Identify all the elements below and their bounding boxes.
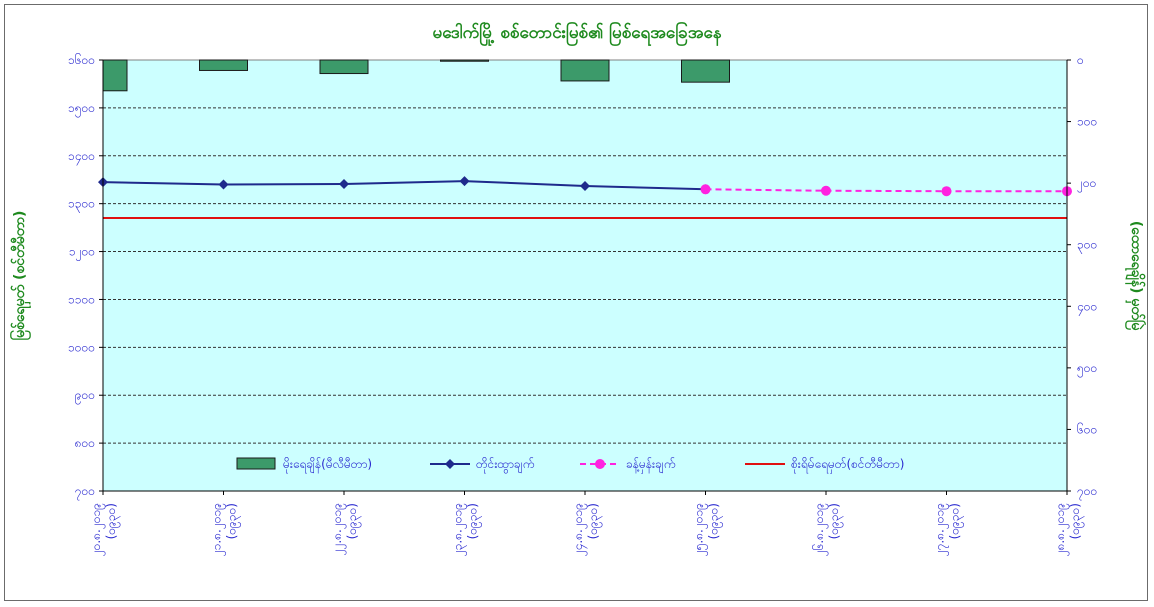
y2-tick-label: ၆၀၀ xyxy=(1077,421,1097,436)
y-tick-label: ၁၀၀၀ xyxy=(68,340,95,354)
legend: မိုးရေချိန်(မီလီမီတာ) တိုင်းထွာချက် ခန့်မှ… xyxy=(236,456,904,474)
observed-point xyxy=(459,176,470,187)
y2-axis-label: (ထောရေချိန်) မှတ်မြဲ xyxy=(1125,221,1145,332)
legend-label: တိုင်းထွာချက် xyxy=(476,456,534,474)
gridlines xyxy=(103,107,1067,444)
x-tick-time: (၀၉၃၀) xyxy=(586,503,603,539)
rainfall-bars xyxy=(102,59,730,92)
rainfall-bar xyxy=(319,59,369,75)
y2-tick-label: ၄၀၀ xyxy=(1077,299,1097,316)
rainfall-bar xyxy=(199,59,248,71)
x-tick-time: (၀၉၃၀) xyxy=(225,503,242,539)
forecast-line xyxy=(705,188,1067,193)
x-tick-time: (၀၉၃၀) xyxy=(707,503,724,539)
y2-tick-label: ၇၀၀ xyxy=(1077,484,1097,501)
rainfall-bar xyxy=(102,59,128,92)
x-tick-label: ၂၁.၈.၂၀၁၉ (၀၉၃၀) xyxy=(210,503,242,556)
x-tick-date: ၂၃.၈.၂၀၁၉ xyxy=(451,503,468,556)
x-tick-date: ၂၇.၈.၂၀၁၉ xyxy=(933,503,950,556)
x-tick-label: ၂၇.၈.၂၀၁၉ (၀၉၃၀) xyxy=(933,503,965,556)
x-tick-date: ၂၁.၈.၂၀၁၉ xyxy=(210,503,227,556)
legend-swatch-rainfall xyxy=(236,457,276,470)
legend-label: မိုးရေချိန်(မီလီမီတာ) xyxy=(283,456,372,474)
water-level-lines xyxy=(98,176,1072,197)
legend-marker-observed xyxy=(445,459,455,469)
observed-line xyxy=(102,180,706,191)
x-tick-date: ၂၆.၈.၂၀၁၉ xyxy=(811,503,829,556)
chart-title: မဒေါက်မြို့ စစ်တောင်းမြစ်၏ မြစ်ရေအခြေအနေ xyxy=(433,20,722,47)
x-tick-time: (၀၉၃၀) xyxy=(104,503,121,539)
y2-tick-label: ၃၀၀ xyxy=(1077,238,1097,255)
forecast-point xyxy=(821,185,831,196)
x-tick-date: ၂၈.၈.၂၀၁၉ xyxy=(1053,503,1070,556)
x-tick-label: ၂၂.၈.၂၀၁၉ (၀၉၃၀) xyxy=(330,503,362,555)
x-tick-time: (၀၉၃၀) xyxy=(345,503,362,539)
y2-tick-label: ၂၀၀ xyxy=(1077,176,1096,193)
rainfall-bar xyxy=(560,59,610,82)
rainfall-bar xyxy=(681,59,730,83)
y-tick-label: ၉၀၀ xyxy=(75,388,95,405)
x-tick-date: ၂၀.၈.၂၀၁၉ xyxy=(89,503,106,556)
y2-tick-label: ၅၀၀ xyxy=(1077,361,1097,378)
y-tick-label: ၁၃၀၀ xyxy=(68,197,95,214)
x-tick-time: (၀၉၃၀) xyxy=(948,503,965,539)
x-tick-date: ၂၅.၈.၂၀၁၉ xyxy=(692,503,709,556)
y-tick-label: ၁၄၀၀ xyxy=(68,149,95,166)
x-tick-label: ၂၃.၈.၂၀၁၉ (၀၉၃၀) xyxy=(451,503,483,556)
x-tick-label: ၂၈.၈.၂၀၁၉ (၀၉၃၀) xyxy=(1053,503,1085,556)
y2-tick-label: ၁၀၀ xyxy=(1077,115,1097,129)
observed-point xyxy=(580,180,590,191)
forecast-point xyxy=(700,184,711,195)
x-tick-label: ၂၄.၈.၂၀၁၉ (၀၉၃၀) xyxy=(571,503,603,556)
x-tick-label: ၂၀.၈.၂၀၁၉ (၀၉၃၀) xyxy=(89,503,121,556)
observed-point xyxy=(339,179,349,190)
plot-area xyxy=(102,59,1068,492)
forecast-point xyxy=(941,186,952,197)
x-tick-date: ၂၄.၈.၂၀၁၉ xyxy=(571,503,588,556)
y-tick-label: ၁၅၀၀ xyxy=(68,101,95,118)
x-tick-label: ၂၆.၈.၂၀၁၉ (၀၉၃၀) xyxy=(811,503,844,556)
y-tick-label: ၈၀၀ xyxy=(75,436,95,450)
x-tick-time: (၀၉၃၀) xyxy=(827,503,844,539)
y-tick-label: ၁၂၀၀ xyxy=(69,245,95,262)
x-tick-time: (၀၉၃၀) xyxy=(466,503,483,539)
y-axis-label: မြစ်ရေမှတ် (စင်တီမီတာ) xyxy=(10,211,31,341)
y-tick-label: ၁၁၀၀ xyxy=(68,292,95,306)
legend-label: ခန့်မှန်းချက် xyxy=(626,456,675,474)
x-tick-label: ၂၅.၈.၂၀၁၉ (၀၉၃၀) xyxy=(692,503,724,556)
rainfall-bar xyxy=(440,59,489,62)
x-tick-date: ၂၂.၈.၂၀၁၉ xyxy=(330,503,347,555)
legend-marker-forecast xyxy=(595,459,605,469)
x-tick-time: (၀၉၃၀) xyxy=(1068,503,1085,539)
y-tick-label: ၇၀၀ xyxy=(75,484,95,501)
legend-label: စိုးရိမ်ရေမှတ်(စင်တီမီတာ) xyxy=(791,456,904,474)
observed-point xyxy=(218,179,229,190)
y-tick-label: ၁၆၀၀ xyxy=(68,52,95,67)
y2-tick-label: ၀ xyxy=(1077,53,1084,67)
